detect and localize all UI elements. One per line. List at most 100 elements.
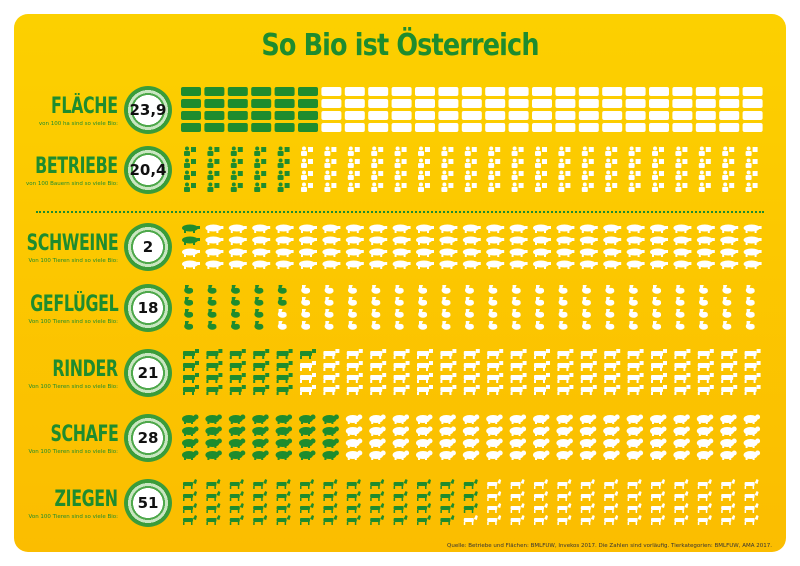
farmer-icon [347, 146, 360, 156]
farmer-icon [230, 158, 243, 168]
field-icon [438, 87, 459, 96]
cow-icon [510, 361, 527, 371]
pig-icon [603, 248, 622, 257]
pig-icon [416, 260, 434, 269]
goat-icon [604, 479, 619, 489]
chicken-icon [511, 321, 521, 330]
sheep-icon [743, 414, 761, 424]
farmer-icon [324, 170, 337, 180]
category-label: BETRIEBE [35, 154, 118, 179]
goat-icon [534, 491, 548, 501]
goat-icon [487, 491, 502, 501]
farmer-icon [581, 158, 594, 168]
field-icon [719, 99, 740, 108]
pig-icon [696, 260, 715, 269]
pig-icon [228, 236, 247, 245]
goat-icon [604, 491, 619, 501]
category-label: ZIEGEN [54, 487, 118, 512]
field-icon [649, 111, 669, 120]
sheep-icon [533, 450, 550, 460]
cow-icon [229, 385, 246, 395]
goat-icon [487, 515, 502, 525]
category-subtitle: Von 100 Tieren sind so viele Bio: [28, 514, 119, 520]
pig-icon [720, 260, 739, 269]
field-icon [555, 99, 576, 108]
sheep-icon [650, 438, 667, 448]
farmer-icon [745, 146, 758, 156]
goat-icon [253, 491, 268, 501]
pig-icon [743, 236, 762, 245]
sheep-icon [252, 414, 269, 424]
goat-icon [651, 503, 665, 513]
divider [36, 211, 764, 213]
farmer-icon [254, 170, 267, 180]
pig-icon [650, 248, 668, 257]
goat-icon [417, 479, 431, 489]
goat-icon [534, 503, 548, 513]
cow-icon [557, 385, 574, 395]
goat-icon [557, 515, 572, 525]
sheep-icon [603, 450, 620, 460]
goat-icon [323, 515, 338, 525]
field-icon [368, 87, 389, 96]
field-icon [485, 111, 506, 120]
chicken-icon [675, 285, 685, 294]
field-icon [649, 99, 669, 108]
pig-icon [696, 248, 715, 257]
goat-icon [276, 503, 291, 513]
pig-icon [673, 236, 692, 245]
sheep-icon [626, 450, 644, 460]
goat-icon [487, 479, 502, 489]
goat-icon [627, 515, 642, 525]
pig-icon [486, 260, 505, 269]
field-icon [461, 111, 482, 120]
pig-icon [345, 248, 364, 257]
chicken-icon [418, 285, 428, 294]
cow-icon [253, 349, 270, 359]
pig-icon [392, 236, 411, 245]
goat-icon [744, 491, 759, 501]
cow-icon [604, 385, 621, 395]
sheep-icon [603, 426, 620, 436]
sheep-icon [275, 414, 293, 424]
farmer-icon [301, 182, 313, 192]
chicken-icon [699, 285, 708, 294]
field-icon [461, 99, 482, 108]
goat-icon [253, 515, 268, 525]
pig-icon [322, 224, 341, 233]
cow-icon [580, 373, 597, 383]
cow-icon [651, 373, 667, 383]
goat-icon [604, 515, 619, 525]
goat-icon [580, 503, 595, 513]
field-icon [438, 111, 459, 120]
pig-icon [603, 224, 622, 233]
sheep-icon [345, 414, 363, 424]
sheep-icon [228, 426, 246, 436]
chicken-icon [301, 297, 311, 306]
pig-icon [205, 224, 224, 233]
farmer-icon [628, 170, 641, 180]
cow-icon [721, 373, 738, 383]
chicken-icon [254, 321, 264, 330]
chicken-icon [652, 297, 662, 306]
field-icon [532, 99, 552, 108]
cow-icon [183, 385, 199, 395]
goat-icon [627, 491, 642, 501]
cow-icon [651, 361, 667, 371]
goat-icon [627, 503, 642, 513]
chicken-icon [488, 285, 498, 294]
farmer-icon [254, 158, 267, 168]
cow-icon [253, 385, 270, 395]
pig-icon [509, 224, 528, 233]
cow-icon [580, 385, 597, 395]
cow-icon [604, 349, 621, 359]
sheep-icon [369, 414, 386, 424]
field-icon [415, 87, 435, 96]
goat-icon [697, 503, 712, 513]
pictogram-grid [184, 285, 755, 330]
chicken-icon [348, 309, 357, 318]
pig-icon [182, 248, 200, 257]
field-icon [438, 123, 459, 132]
cow-icon [276, 349, 293, 359]
farmer-icon [558, 146, 571, 156]
